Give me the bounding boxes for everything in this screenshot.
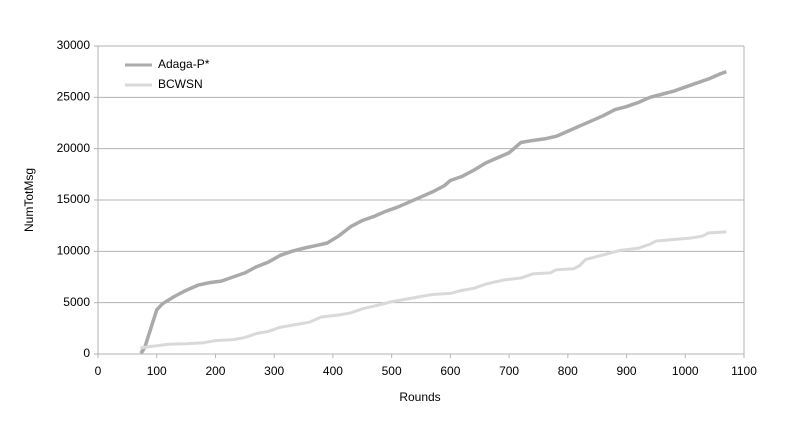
x-tick-label: 500 xyxy=(382,364,402,378)
x-tick-label: 300 xyxy=(264,364,284,378)
x-tick-label: 900 xyxy=(617,364,637,378)
y-tick-label: 30000 xyxy=(57,38,91,52)
legend-label: Adaga-P* xyxy=(158,57,210,71)
legend-label: BCWSN xyxy=(158,77,203,91)
series-line xyxy=(140,230,727,350)
y-tick-label: 15000 xyxy=(57,192,91,206)
y-tick-label: 10000 xyxy=(57,244,91,258)
x-tick-label: 600 xyxy=(440,364,460,378)
x-tick-label: 200 xyxy=(205,364,225,378)
y-tick-label: 20000 xyxy=(57,141,91,155)
y-axis-label: NumTotMsg xyxy=(22,168,36,232)
y-tick-label: 25000 xyxy=(57,90,91,104)
x-tick-label: 0 xyxy=(95,364,102,378)
x-tick-label: 100 xyxy=(147,364,167,378)
x-axis-label: Rounds xyxy=(399,390,440,404)
y-tick-label: 0 xyxy=(83,346,90,360)
y-tick-label: 5000 xyxy=(63,295,90,309)
x-tick-label: 800 xyxy=(558,364,578,378)
x-tick-label: 700 xyxy=(499,364,519,378)
series-line xyxy=(139,70,727,354)
x-tick-label: 1100 xyxy=(731,364,757,378)
x-tick-label: 400 xyxy=(323,364,343,378)
x-tick-label: 1000 xyxy=(672,364,699,378)
